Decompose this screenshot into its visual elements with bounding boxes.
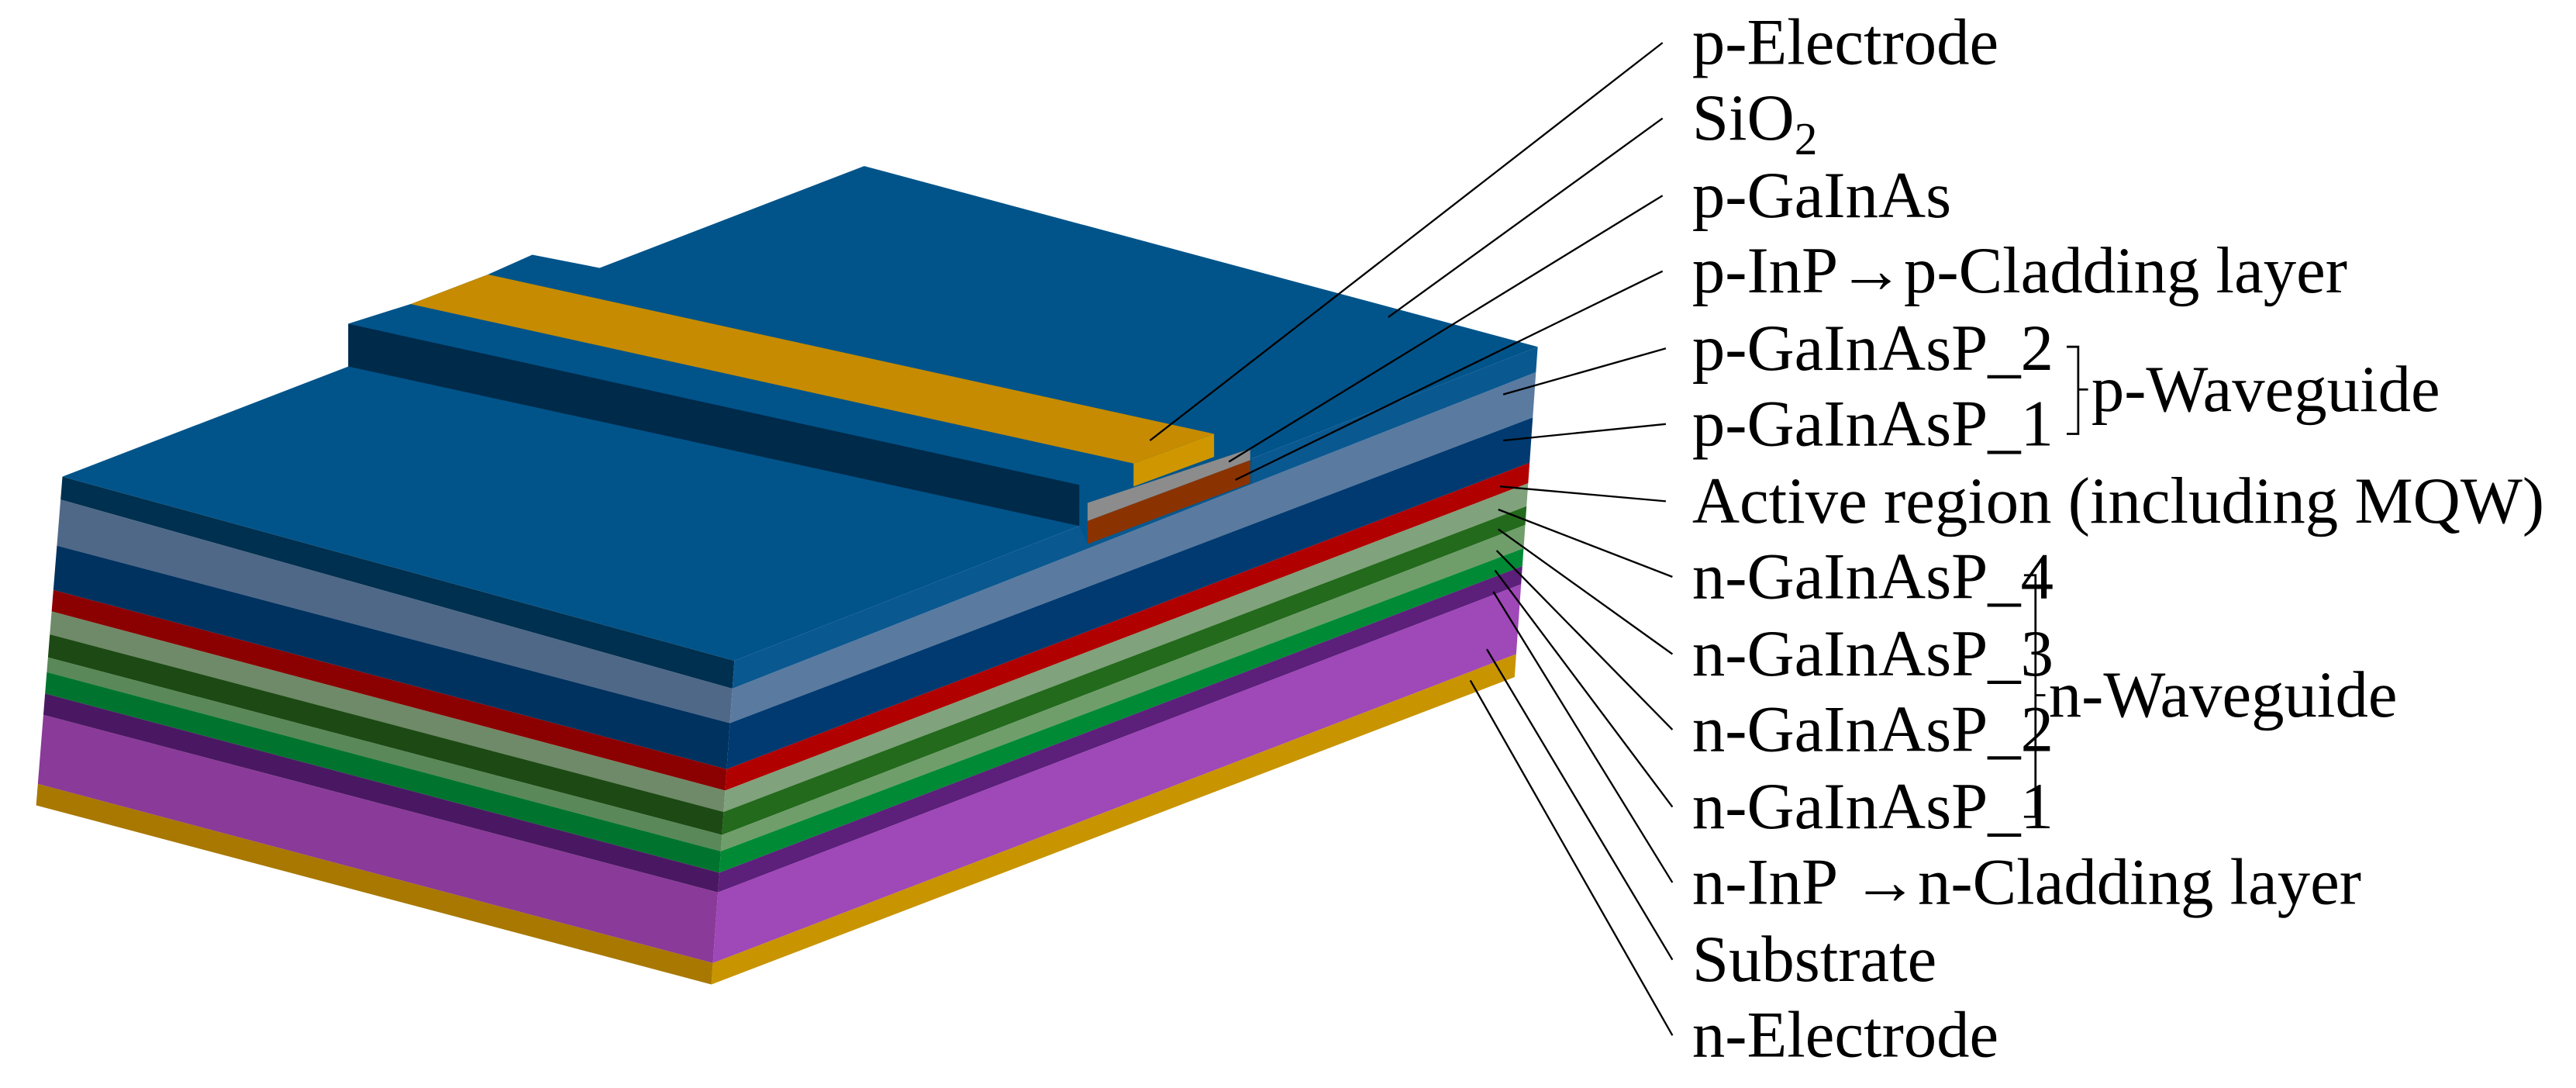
label-n-inp: n-InP →n-Cladding layer [1692, 846, 2361, 919]
layer-substrate-side-face [712, 584, 1522, 963]
p-waveguide-brace [2067, 345, 2088, 435]
group-brackets: p-Waveguide n-Waveguide [2023, 345, 2440, 818]
layer-n-gainasp-3-front-face [47, 634, 724, 835]
leader-line-n-gainasp-1 [1494, 569, 1674, 808]
layer-n-gainasp-3-side-face [722, 506, 1527, 835]
leader-line-p-electrode [1149, 42, 1664, 441]
label-p-gainasp-2: p-GaInAsP_2 [1692, 312, 2054, 385]
label-p-gainasp-1: p-GaInAsP_1 [1692, 387, 2054, 460]
p-electrode-end-face [1133, 433, 1215, 487]
p-inp-cross-section [1087, 460, 1250, 544]
label-sio2-subscript: 2 [1795, 113, 1818, 164]
label-sio2: SiO2 [1692, 81, 1818, 164]
layer-n-gainasp-4-front-face [50, 611, 726, 812]
label-p-waveguide: p-Waveguide [2091, 353, 2440, 426]
label-p-gainas: p-GaInAs [1692, 159, 1951, 232]
leader-lines [1149, 42, 1674, 1036]
layer-p-gainasp-1-front-face [53, 545, 730, 769]
layer-stack [36, 347, 1538, 985]
label-n-gainasp-4: n-GaInAsP_4 [1692, 540, 2054, 613]
label-p-inp: p-InP→p-Cladding layer [1692, 234, 2347, 307]
leader-line-n-inp [1492, 591, 1674, 883]
leader-line-n-gainasp-3 [1498, 528, 1674, 655]
layer-labels: p-Electrode SiO2 p-GaInAs p-InP→p-Claddi… [1692, 6, 2544, 1072]
layer-p-gainasp-1-side-face [726, 417, 1533, 769]
layer-n-gainasp-1-side-face [719, 548, 1524, 873]
label-sio2-main: SiO [1692, 81, 1795, 154]
layer-n-electrode-side-face [711, 654, 1516, 985]
p-gainas-cross-section [1087, 448, 1250, 521]
layer-active-region-front-face [51, 589, 727, 791]
layer-substrate-front-face [37, 714, 719, 963]
leader-line-p-gainasp-2 [1502, 347, 1667, 395]
label-n-waveguide: n-Waveguide [2049, 658, 2398, 731]
label-n-electrode: n-Electrode [1692, 999, 1998, 1072]
leader-line-n-gainasp-4 [1498, 508, 1673, 578]
leader-line-active [1499, 485, 1667, 503]
ridge-top-strip [348, 304, 1134, 487]
layer-p-gainasp-2-front-face [57, 499, 733, 724]
layer-n-inp-front-face [43, 693, 719, 893]
label-p-electrode: p-Electrode [1692, 6, 1998, 79]
layer-n-inp-side-face [718, 566, 1522, 893]
ridge-side-face [348, 323, 1080, 527]
leader-line-p-gainas [1228, 195, 1664, 463]
p-electrode-top [410, 274, 1215, 464]
leader-line-p-inp [1235, 270, 1664, 481]
layer-n-gainasp-1-front-face [45, 672, 721, 873]
label-n-gainasp-3: n-GaInAsP_3 [1692, 617, 2054, 690]
layer-sio2-front-face [60, 476, 735, 689]
label-substrate: Substrate [1692, 923, 1936, 996]
label-n-gainasp-1: n-GaInAsP_1 [1692, 770, 2054, 843]
label-n-gainasp-2: n-GaInAsP_2 [1692, 693, 2054, 766]
n-waveguide-brace [2023, 574, 2046, 818]
layer-n-gainasp-4-side-face [723, 483, 1529, 812]
layer-n-gainasp-2-side-face [720, 524, 1526, 851]
leader-line-substrate [1485, 648, 1674, 961]
layer-n-electrode-front-face [36, 783, 713, 985]
leader-line-sio2 [1388, 117, 1664, 318]
leader-line-p-gainasp-1 [1503, 423, 1667, 442]
label-active-region: Active region (including MQW) [1692, 465, 2544, 537]
layer-p-gainasp-2-side-face [729, 372, 1536, 724]
leader-line-n-electrode [1469, 679, 1674, 1036]
leader-line-n-gainasp-2 [1495, 550, 1674, 731]
layer-n-gainasp-2-front-face [47, 657, 722, 851]
layer-active-region-side-face [725, 462, 1530, 791]
